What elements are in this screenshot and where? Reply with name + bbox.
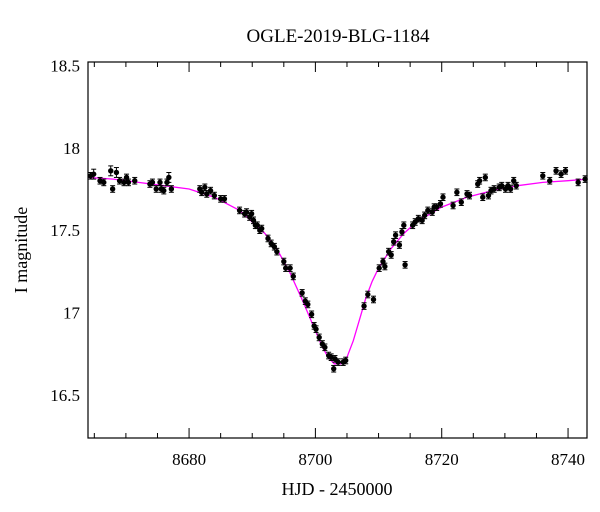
data-point: [248, 211, 255, 217]
data-point: [287, 265, 293, 271]
y-tick-label: 18.5: [50, 56, 80, 75]
data-point: [161, 187, 167, 194]
data-point: [391, 239, 397, 245]
data-point: [440, 194, 446, 200]
data-point: [491, 186, 497, 192]
data-point: [365, 291, 371, 298]
x-tick-label: 8720: [425, 450, 459, 469]
data-point: [116, 178, 123, 184]
data-point: [331, 366, 337, 372]
data-point: [204, 191, 210, 197]
data-point: [402, 262, 408, 268]
data-point: [274, 248, 280, 255]
data-point: [221, 196, 228, 202]
data-point: [361, 303, 367, 309]
data-point: [370, 296, 377, 303]
data-point: [507, 186, 514, 192]
data-point: [153, 186, 159, 192]
y-tick-label: 17: [63, 304, 81, 323]
data-point: [476, 178, 483, 184]
x-tick-label: 8740: [551, 450, 585, 469]
plot-frame: [87, 61, 588, 439]
data-point: [316, 334, 322, 341]
model-curve-layer: [87, 176, 588, 365]
data-point: [482, 174, 489, 181]
chart-title: OGLE-2019-BLG-1184: [247, 26, 430, 47]
data-point: [259, 225, 265, 232]
data-point: [313, 326, 319, 332]
data-point: [480, 194, 486, 200]
data-point: [343, 357, 349, 364]
data-points-layer: [87, 165, 588, 373]
tick-labels: 8680 8700 8720 8740 16.5 17 17.5 18 18.5: [50, 56, 585, 469]
x-tick-label: 8680: [172, 450, 206, 469]
data-point: [392, 232, 399, 238]
data-point: [558, 171, 564, 177]
data-point: [513, 182, 519, 189]
data-point: [108, 168, 114, 174]
data-point: [308, 311, 315, 318]
data-point: [109, 186, 116, 192]
data-point: [499, 182, 505, 189]
data-point: [113, 169, 120, 176]
data-point: [399, 229, 405, 235]
data-point: [382, 263, 388, 270]
y-tick-label: 17.5: [50, 221, 80, 240]
data-point: [388, 252, 394, 258]
y-tick-label: 16.5: [50, 386, 80, 405]
data-point: [458, 199, 465, 205]
y-tick-label: 18: [63, 139, 80, 158]
data-point: [157, 179, 163, 186]
data-point: [149, 179, 156, 186]
data-point: [433, 204, 440, 210]
data-point: [376, 265, 382, 271]
data-point: [450, 202, 456, 209]
data-point: [454, 189, 460, 195]
data-point: [202, 184, 208, 191]
model-fit-curve: [87, 176, 588, 365]
data-point: [168, 186, 175, 192]
data-point: [132, 178, 138, 184]
data-point: [217, 196, 224, 202]
data-point: [575, 179, 581, 186]
data-point: [401, 222, 407, 228]
axis-ticks: [93, 62, 569, 438]
data-point: [553, 168, 559, 174]
data-point: [466, 192, 473, 199]
y-axis-label: I magnitude: [11, 207, 31, 293]
data-point: [211, 192, 218, 199]
data-point: [283, 265, 289, 271]
data-point: [236, 207, 243, 214]
data-point: [125, 179, 132, 186]
data-point: [396, 242, 403, 248]
data-point: [101, 179, 107, 186]
data-point: [335, 359, 341, 365]
data-point: [562, 168, 569, 174]
data-point: [90, 171, 97, 177]
data-point: [281, 258, 287, 265]
data-point: [547, 178, 553, 184]
data-point: [299, 290, 305, 296]
x-tick-label: 8700: [298, 450, 332, 469]
data-point: [437, 201, 444, 207]
data-point: [305, 301, 311, 308]
data-point: [540, 173, 546, 179]
data-point: [166, 174, 172, 181]
data-point: [322, 344, 328, 350]
data-point: [425, 207, 431, 214]
x-axis-label: HJD - 2450000: [282, 479, 393, 499]
data-point: [290, 273, 296, 280]
